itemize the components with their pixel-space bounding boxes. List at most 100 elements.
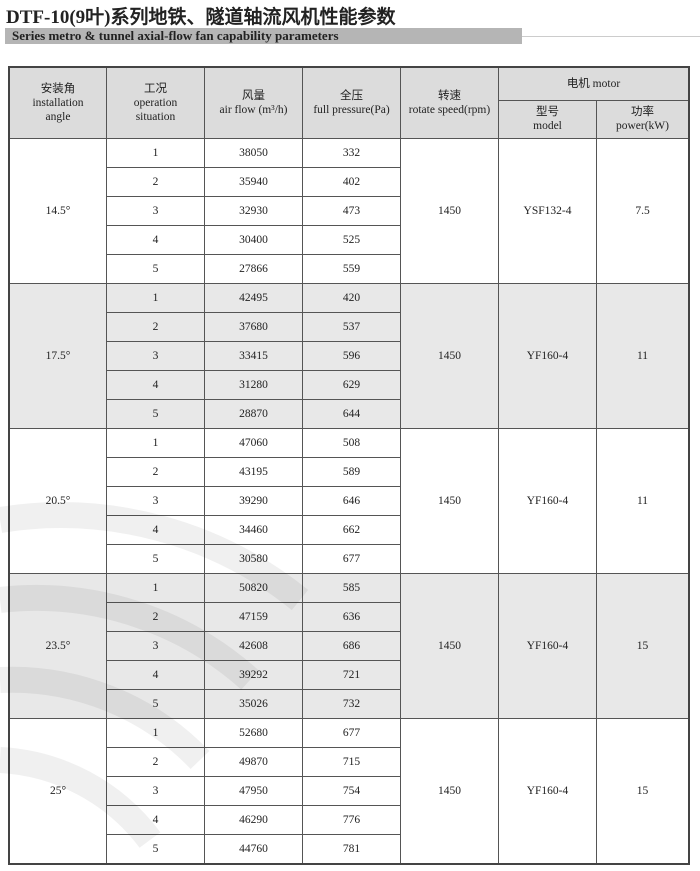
cell-airflow: 52680	[204, 717, 303, 748]
cell-pressure: 781	[302, 833, 401, 864]
cell-airflow: 50820	[204, 572, 303, 603]
cell-airflow: 28870	[204, 398, 303, 429]
cell-pressure: 721	[302, 659, 401, 690]
header-pressure-en: full pressure(Pa)	[313, 103, 390, 116]
header-power-zh: 功率	[631, 106, 654, 118]
table-row: 3 39290 646	[9, 485, 689, 516]
cell-pressure: 629	[302, 369, 401, 400]
table-row: 4 31280 629	[9, 369, 689, 400]
cell-pressure: 559	[302, 253, 401, 284]
table-row: 4 30400 525	[9, 224, 689, 255]
header-motor: 电机 motor	[498, 66, 690, 101]
cell-situation: 5	[106, 398, 205, 429]
cell-airflow: 47060	[204, 427, 303, 458]
cell-model: YF160-4	[498, 572, 597, 719]
cell-airflow: 38050	[204, 137, 303, 168]
cell-model: YSF132-4	[498, 137, 597, 284]
table-row: 5 44760 781	[9, 833, 689, 864]
cell-airflow: 37680	[204, 311, 303, 342]
cell-situation: 2	[106, 601, 205, 632]
cell-pressure: 473	[302, 195, 401, 226]
cell-situation: 3	[106, 775, 205, 806]
cell-airflow: 35940	[204, 166, 303, 197]
cell-airflow: 42495	[204, 282, 303, 313]
cell-power: 7.5	[596, 137, 690, 284]
cell-airflow: 44760	[204, 833, 303, 864]
table-row: 5 30580 677	[9, 543, 689, 574]
cell-situation: 4	[106, 224, 205, 255]
cell-airflow: 31280	[204, 369, 303, 400]
cell-speed: 1450	[400, 282, 499, 429]
cell-pressure: 677	[302, 717, 401, 748]
cell-situation: 3	[106, 340, 205, 371]
header-pressure-zh: 全压	[340, 89, 363, 102]
cell-power: 11	[596, 427, 690, 574]
cell-airflow: 30400	[204, 224, 303, 255]
table-row: 3 47950 754	[9, 775, 689, 806]
cell-pressure: 715	[302, 746, 401, 777]
header-speed-zh: 转速	[438, 89, 461, 102]
cell-situation: 4	[106, 514, 205, 545]
table-row: 5 35026 732	[9, 688, 689, 719]
header-angle: 安装角 installation angle	[8, 66, 107, 139]
cell-pressure: 332	[302, 137, 401, 168]
table-row: 14.5° 1 38050 332 1450 YSF132-4 7.5	[8, 137, 690, 284]
cell-pressure: 646	[302, 485, 401, 516]
cell-angle: 23.5°	[8, 572, 107, 719]
table-row: 25° 1 52680 677 1450 YF160-4 15	[8, 717, 690, 864]
performance-table: 安装角 installation angle 工况 operation situatio…	[8, 66, 690, 865]
header-situation: 工况 operation situation	[106, 66, 205, 139]
table-row: 2 47159 636	[9, 601, 689, 632]
cell-airflow: 33415	[204, 340, 303, 371]
cell-pressure: 508	[302, 427, 401, 458]
header-angle-zh: 安装角	[40, 82, 76, 95]
cell-pressure: 420	[302, 282, 401, 313]
cell-situation: 4	[106, 369, 205, 400]
cell-pressure: 589	[302, 456, 401, 487]
table-row: 3 32930 473	[9, 195, 689, 226]
cell-situation: 2	[106, 311, 205, 342]
cell-airflow: 35026	[204, 688, 303, 719]
cell-airflow: 47950	[204, 775, 303, 806]
cell-situation: 3	[106, 195, 205, 226]
header-model-en: model	[533, 120, 562, 132]
cell-situation: 4	[106, 659, 205, 690]
cell-angle: 14.5°	[8, 137, 107, 284]
header-model: 型号 model	[498, 99, 597, 139]
cell-situation: 1	[106, 282, 205, 313]
table-row: 4 46290 776	[9, 804, 689, 835]
table-row: 20.5° 1 47060 508 1450 YF160-4 11	[8, 427, 690, 574]
header-airflow: 风量 air flow (m³/h)	[204, 66, 303, 139]
divider	[522, 36, 700, 37]
table-row: 17.5° 1 42495 420 1450 YF160-4 11	[8, 282, 690, 429]
cell-airflow: 43195	[204, 456, 303, 487]
cell-angle: 17.5°	[8, 282, 107, 429]
table-row: 5 28870 644	[9, 398, 689, 429]
header-airflow-zh: 风量	[242, 89, 265, 102]
cell-airflow: 39290	[204, 485, 303, 516]
header-angle-en2: angle	[45, 110, 71, 123]
table-row: 4 39292 721	[9, 659, 689, 690]
cell-pressure: 644	[302, 398, 401, 429]
cell-power: 15	[596, 717, 690, 864]
cell-situation: 5	[106, 833, 205, 864]
cell-situation: 1	[106, 572, 205, 603]
cell-airflow: 39292	[204, 659, 303, 690]
cell-airflow: 30580	[204, 543, 303, 574]
cell-situation: 5	[106, 543, 205, 574]
table-row: 23.5° 1 50820 585 1450 YF160-4 15	[8, 572, 690, 719]
cell-situation: 3	[106, 630, 205, 661]
cell-pressure: 585	[302, 572, 401, 603]
header-power: 功率 power(kW)	[596, 99, 690, 139]
cell-situation: 1	[106, 137, 205, 168]
cell-airflow: 34460	[204, 514, 303, 545]
cell-model: YF160-4	[498, 427, 597, 574]
header-speed-en: rotate speed(rpm)	[408, 103, 491, 116]
table-row: 4 34460 662	[9, 514, 689, 545]
table-row: 3 42608 686	[9, 630, 689, 661]
cell-situation: 1	[106, 427, 205, 458]
header-model-zh: 型号	[536, 106, 559, 118]
header-pressure: 全压 full pressure(Pa)	[302, 66, 401, 139]
cell-pressure: 776	[302, 804, 401, 835]
header-situation-en2: situation	[135, 110, 176, 123]
